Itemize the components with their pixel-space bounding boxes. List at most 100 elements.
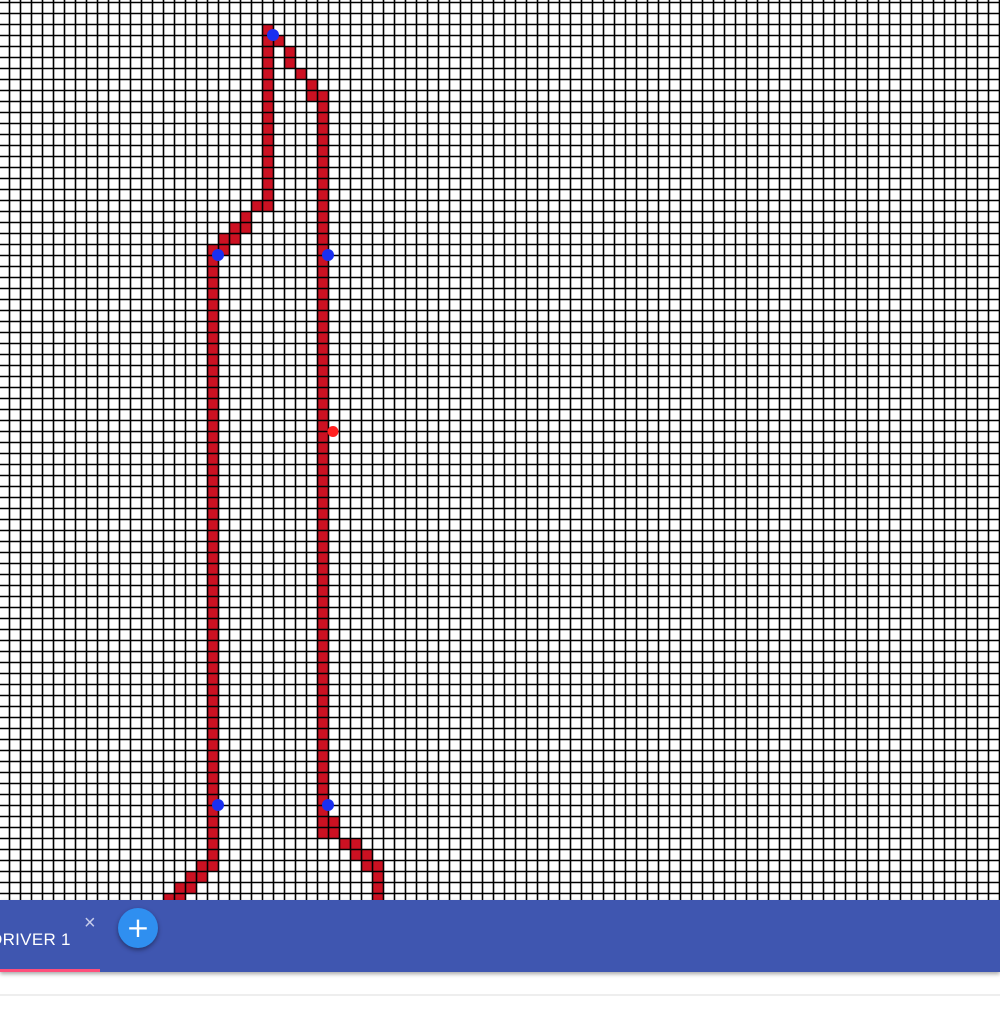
track-cell [317,706,328,717]
track-grid[interactable] [0,0,1000,900]
track-cell [317,541,328,552]
track-cell [317,739,328,750]
track-cell [317,288,328,299]
track-cell [207,398,218,409]
track-cell [317,145,328,156]
track-cell [317,343,328,354]
track-cell [207,475,218,486]
track-cell [207,750,218,761]
track-cell [317,189,328,200]
track-cell [207,376,218,387]
track-cell [262,145,273,156]
track-cell [317,497,328,508]
track-cell [207,343,218,354]
track-cell [207,816,218,827]
track-cell [207,420,218,431]
waypoint-marker[interactable] [322,799,334,811]
track-cell [163,893,174,900]
plus-icon: + [126,911,150,944]
track-cell [207,849,218,860]
track-cell [317,156,328,167]
track-cell [317,772,328,783]
track-cell [207,695,218,706]
track-cell [207,860,218,871]
track-cell [372,871,383,882]
tab-active-indicator [0,969,100,972]
track-cell [317,244,328,255]
track-cell [185,882,196,893]
close-icon[interactable]: × [84,912,96,934]
track-cell [317,794,328,805]
track-cell [207,530,218,541]
track-cell [317,420,328,431]
tab-driver-1[interactable]: DRIVER 1 × [0,900,110,972]
track-cell [317,387,328,398]
track-cell [240,222,251,233]
track-cell [372,882,383,893]
waypoint-marker[interactable] [322,249,334,261]
track-cell [207,596,218,607]
track-cell [317,761,328,772]
track-cell [350,849,361,860]
track-cell [185,871,196,882]
track-cell [317,684,328,695]
track-cell [207,805,218,816]
track-cell [317,574,328,585]
track-cell [317,607,328,618]
waypoint-marker[interactable] [267,29,279,41]
track-cell [317,123,328,134]
path-layer [163,24,383,900]
track-cell [207,321,218,332]
track-cell [350,838,361,849]
track-cell [339,838,350,849]
track-cell [240,211,251,222]
track-cell [207,651,218,662]
divider [0,994,1000,996]
tab-label: DRIVER 1 [0,930,71,949]
track-cell [317,816,328,827]
track-cell [207,442,218,453]
track-grid-canvas[interactable] [0,0,1000,900]
track-cell [317,717,328,728]
track-cell [207,629,218,640]
track-cell [317,750,328,761]
track-cell [372,860,383,871]
track-cell [229,222,240,233]
track-cell [317,332,328,343]
track-cell [207,706,218,717]
track-cell [317,299,328,310]
track-cell [207,365,218,376]
track-cell [317,277,328,288]
track-cell [284,46,295,57]
track-cell [207,717,218,728]
track-cell [207,431,218,442]
track-cell [262,123,273,134]
track-cell [251,200,262,211]
track-cell [361,849,372,860]
track-cell [317,354,328,365]
track-cell [207,332,218,343]
track-cell [317,618,328,629]
track-cell [207,585,218,596]
track-cell [317,255,328,266]
track-cell [317,167,328,178]
track-cell [317,376,328,387]
track-cell [317,728,328,739]
add-tab-button[interactable]: + [118,908,158,948]
track-cell [196,871,207,882]
track-cell [317,563,328,574]
track-cell [372,893,383,900]
track-cell [207,288,218,299]
waypoint-marker[interactable] [212,799,224,811]
track-cell [207,277,218,288]
track-cell [262,68,273,79]
track-cell [317,464,328,475]
track-cell [218,244,229,255]
track-cell [317,662,328,673]
track-cell [306,90,317,101]
track-cell [317,365,328,376]
current-position-marker [327,426,339,437]
track-cell [317,552,328,563]
track-cell [207,563,218,574]
waypoint-marker[interactable] [212,249,224,261]
